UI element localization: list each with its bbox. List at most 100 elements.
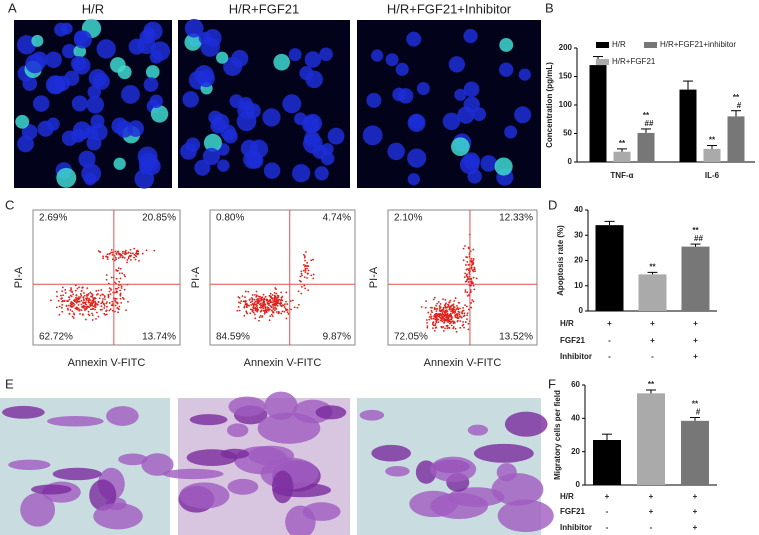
flow-dot: [462, 320, 464, 323]
table-cell: +: [607, 319, 612, 328]
flow-dot: [464, 272, 467, 275]
flow-dot: [462, 259, 465, 262]
flow-dot: [111, 258, 114, 261]
quadrant-pct: 84.59%: [216, 332, 250, 343]
cell: [86, 135, 102, 151]
flow-dot: [111, 251, 114, 254]
flow-dot: [118, 280, 121, 283]
flow-dot: [73, 313, 76, 316]
flow-dot: [425, 300, 428, 303]
flow-dot: [103, 307, 106, 309]
flow-dot: [65, 305, 68, 307]
flow-dot: [272, 303, 275, 306]
flow-dot: [451, 320, 454, 323]
flow-dot: [300, 270, 303, 273]
flow-dot: [456, 307, 459, 309]
flow-dot: [302, 253, 305, 256]
stain-layer: [2, 391, 554, 535]
y-axis-label: Concentration (pg/mL): [545, 62, 554, 148]
cell: [121, 84, 140, 104]
flow-dot: [465, 268, 468, 271]
flow-dot: [273, 309, 276, 312]
cell: [327, 127, 345, 145]
cell: [71, 95, 88, 112]
cell: [263, 162, 281, 179]
cell: [302, 133, 323, 154]
significance: **: [709, 136, 716, 145]
stain-blob: [227, 478, 259, 495]
flow-dot: [265, 310, 267, 312]
flow-dot: [285, 300, 287, 303]
flow-dot: [122, 298, 125, 300]
micro-image: [357, 20, 541, 188]
flow-dot: [426, 321, 428, 324]
flow-dot: [80, 289, 83, 292]
stain-blob: [162, 468, 224, 480]
flow-dot: [247, 290, 250, 293]
significance: **: [648, 380, 655, 389]
flow-dot: [442, 326, 445, 328]
stain-blob: [497, 499, 554, 533]
flow-dot: [86, 293, 88, 296]
flow-dot: [271, 301, 274, 304]
flow-dot: [464, 321, 467, 323]
flow-dot: [119, 267, 122, 270]
flow-dot: [254, 300, 257, 303]
flow-dot: [461, 324, 464, 327]
stain-blob: [473, 443, 534, 463]
bar: [703, 148, 721, 162]
table-row-label: Inhibitor: [560, 523, 592, 532]
flow-dot: [310, 274, 313, 277]
flow-dot: [437, 301, 440, 303]
flow-dot: [83, 294, 86, 297]
flow-dot: [456, 319, 459, 322]
significance: ##: [694, 234, 703, 243]
flow-dot: [256, 298, 258, 301]
flow-dot: [306, 267, 308, 270]
significance: #: [696, 408, 701, 417]
flow-dot: [88, 299, 90, 302]
flow-dot: [94, 303, 96, 306]
flow-dot: [119, 294, 122, 297]
flow-dot: [453, 322, 456, 324]
flow-dot: [272, 311, 274, 314]
flow-dot: [273, 291, 276, 294]
flow-dot: [92, 308, 95, 310]
flow-dot: [431, 311, 433, 314]
stain-blob: [226, 423, 249, 438]
flow-dot: [467, 322, 470, 325]
flow-dot: [436, 302, 439, 305]
cell: [514, 106, 532, 124]
flow-dot: [94, 301, 97, 304]
flow-dot: [61, 310, 64, 313]
flow-dot: [287, 313, 290, 315]
flow-dot: [245, 300, 247, 303]
flow-dot: [449, 305, 452, 308]
flow-dot: [83, 305, 86, 308]
flow-dot: [432, 298, 435, 301]
flow-dot: [254, 293, 256, 296]
flow-dot: [55, 306, 58, 309]
flow-dot: [463, 312, 466, 315]
flow-dot: [302, 263, 305, 266]
flow-dot: [119, 277, 122, 280]
flow-dot: [449, 315, 452, 318]
flow-dot: [440, 325, 443, 328]
flow-dot: [456, 314, 459, 317]
table-cell: -: [606, 523, 609, 532]
table-cell: -: [608, 352, 611, 361]
significance: #: [737, 101, 742, 110]
flow-dot: [253, 303, 256, 306]
cell: [64, 70, 80, 86]
flow-dot: [286, 303, 289, 305]
flow-dot: [439, 310, 442, 313]
flow-dot: [108, 290, 111, 293]
flow-dot: [124, 252, 127, 255]
flow-dot: [126, 261, 128, 264]
flow-dot: [99, 308, 102, 311]
cell: [184, 33, 202, 51]
flow-dot: [72, 317, 75, 319]
flow-dot: [434, 316, 437, 319]
flow-dot: [464, 245, 466, 247]
flow-dot: [254, 317, 257, 320]
